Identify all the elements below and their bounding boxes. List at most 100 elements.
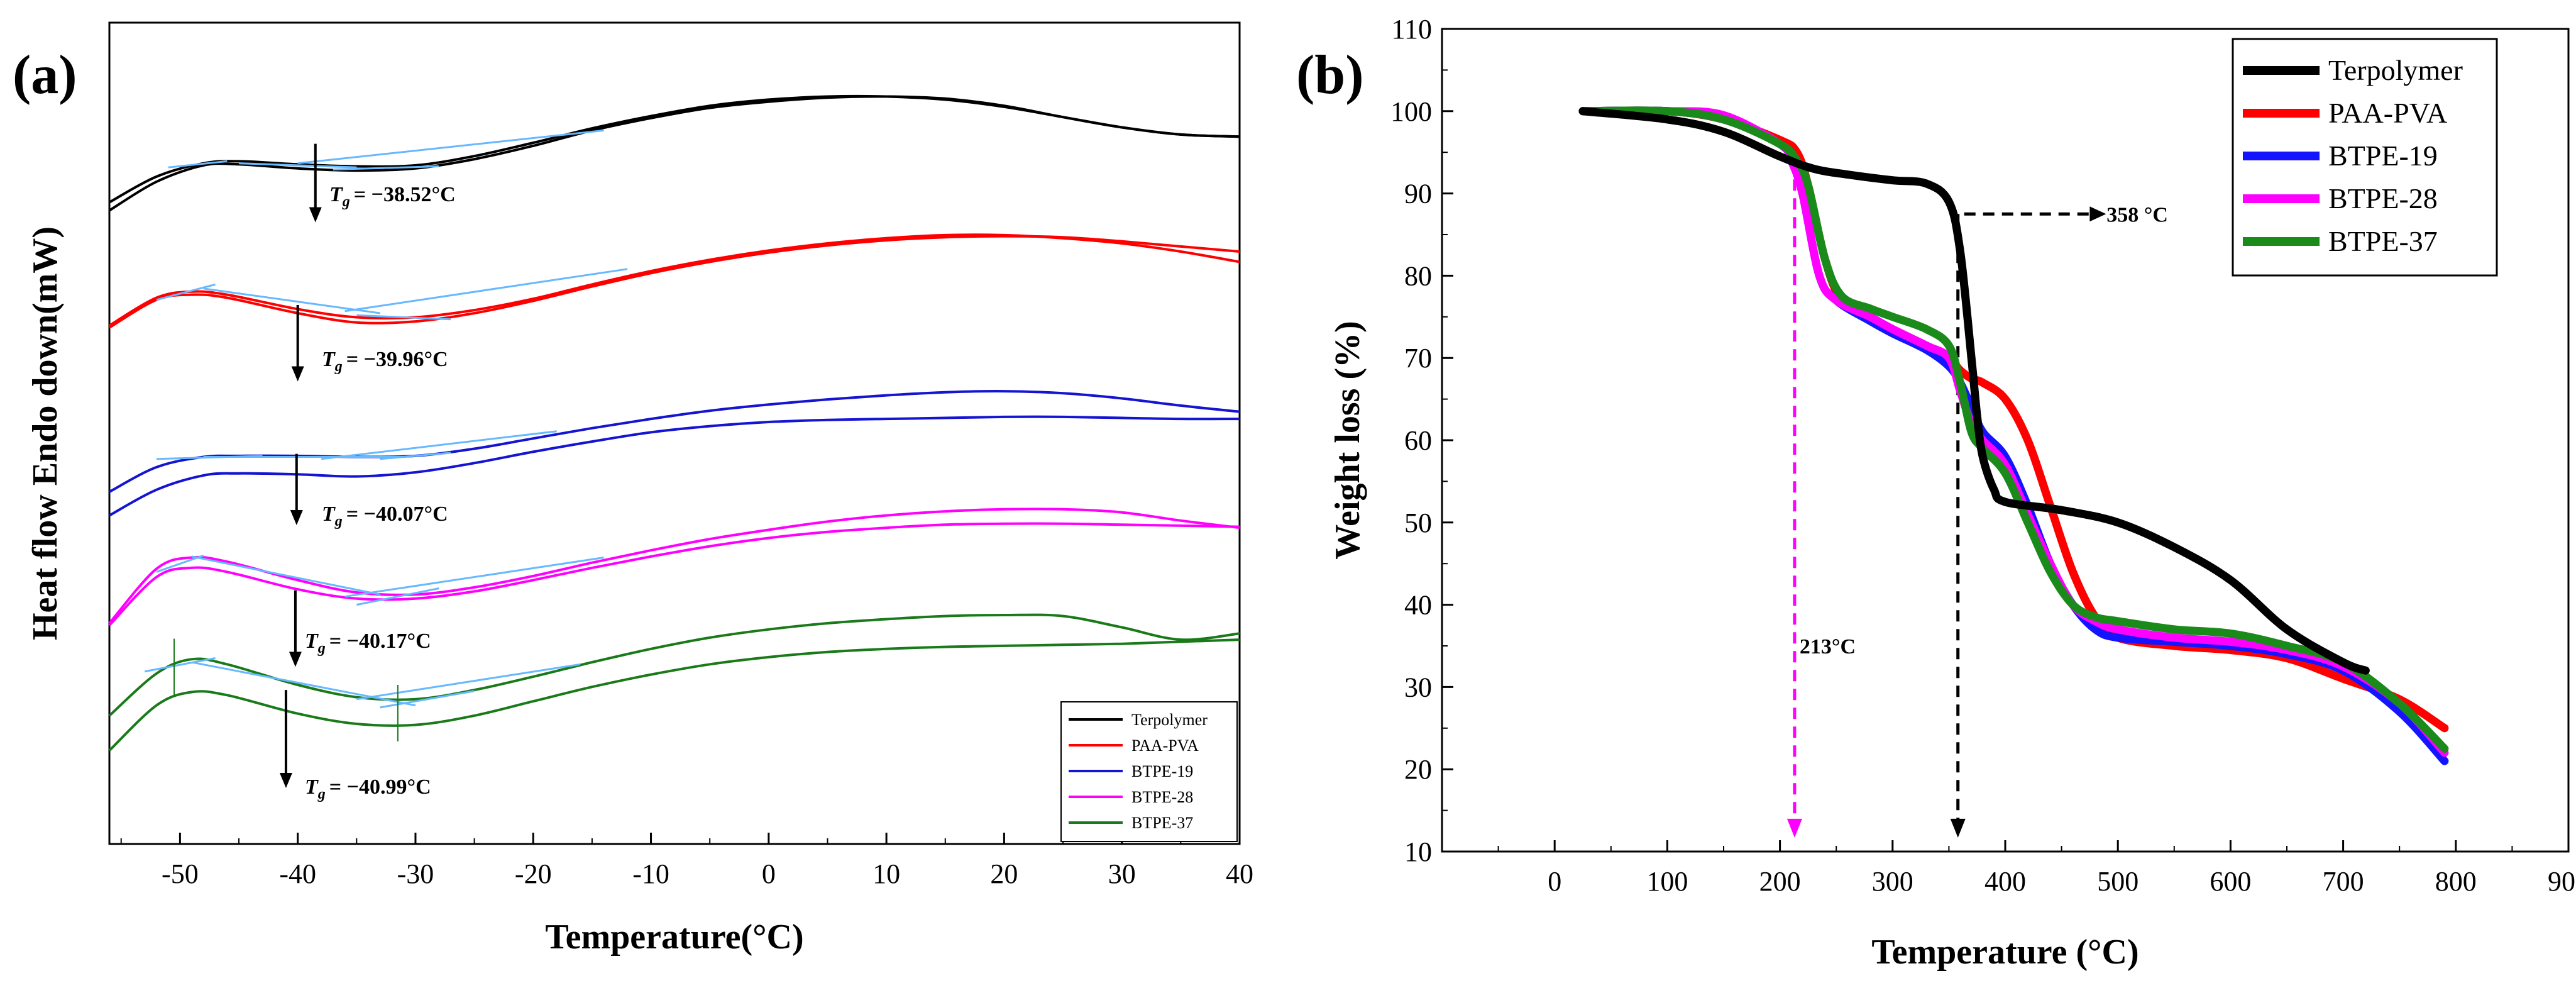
tangent-line bbox=[333, 165, 439, 170]
tg-value: = −40.07°C bbox=[346, 502, 448, 526]
tg-value: = −39.96°C bbox=[346, 348, 448, 371]
x-tick-label-a: 20 bbox=[990, 858, 1018, 889]
tg-subscript: g bbox=[334, 513, 343, 530]
tg-value: = −40.17°C bbox=[329, 630, 431, 653]
x-tick-label-a: -40 bbox=[279, 858, 316, 889]
tangent-line bbox=[356, 663, 581, 701]
legend-entry-b: BTPE-19 bbox=[2328, 140, 2438, 172]
x-tick-label-b: 600 bbox=[2210, 866, 2251, 897]
legend-entry-a: BTPE-28 bbox=[1131, 788, 1193, 806]
tangent-line bbox=[203, 287, 380, 314]
tg-subscript: g bbox=[317, 786, 326, 802]
x-tick-label-a: 30 bbox=[1108, 858, 1136, 889]
tg-symbol: T bbox=[329, 183, 343, 206]
tg-symbol: T bbox=[322, 502, 336, 526]
tga-curve-terpolymer bbox=[1578, 107, 2370, 675]
x-tick-label-a: 0 bbox=[762, 858, 776, 889]
y-tick-label-b: 50 bbox=[1404, 508, 1432, 538]
x-tick-label-a: -20 bbox=[515, 858, 552, 889]
dsc-curve-btpe-28-2 bbox=[108, 522, 1240, 626]
onset-358-arrowhead bbox=[1950, 818, 1966, 838]
dsc-curve-btpe-28-1 bbox=[108, 508, 1240, 624]
legend-entry-a: PAA-PVA bbox=[1131, 736, 1199, 755]
x-tick-label-b: 0 bbox=[1548, 866, 1561, 897]
tangent-line bbox=[344, 268, 628, 313]
legend-entry-a: Terpolymer bbox=[1131, 711, 1208, 729]
y-tick-label-b: 80 bbox=[1404, 260, 1432, 291]
tangent-line bbox=[191, 555, 381, 596]
legend-entry-a: BTPE-37 bbox=[1131, 814, 1193, 832]
x-tick-label-b: 400 bbox=[1984, 866, 2026, 897]
tg-subscript: g bbox=[317, 640, 326, 657]
y-axis-title-a: Heat flow Endo down(mW) bbox=[26, 226, 65, 640]
x-axis-title-b: Temperature (°C) bbox=[1871, 933, 2138, 972]
dsc-curve-btpe-19-1 bbox=[109, 390, 1240, 493]
dsc-curve-terpolymer-1 bbox=[109, 94, 1240, 204]
x-tick-label-b: 900 bbox=[2548, 866, 2576, 897]
y-tick-label-b: 70 bbox=[1404, 343, 1432, 374]
tg-symbol: T bbox=[322, 348, 336, 371]
tg-label-paa-pva: Tg = −39.96°C bbox=[322, 348, 448, 375]
y-tick-label-b: 10 bbox=[1404, 836, 1432, 867]
y-tick-label-b: 40 bbox=[1404, 590, 1432, 621]
x-tick-label-a: -30 bbox=[397, 858, 434, 889]
x-tick-label-b: 200 bbox=[1759, 866, 1801, 897]
annotation-213: 213°C bbox=[1800, 635, 1856, 658]
x-tick-label-b: 800 bbox=[2435, 866, 2477, 897]
y-tick-label-b: 90 bbox=[1404, 179, 1432, 209]
tangent-line bbox=[380, 690, 475, 709]
tangent-line bbox=[144, 657, 216, 673]
tg-arrow-head bbox=[309, 207, 322, 223]
x-tick-label-b: 500 bbox=[2097, 866, 2138, 897]
tg-value: = −38.52°C bbox=[354, 183, 456, 206]
x-tick-label-a: 10 bbox=[872, 858, 900, 889]
panel-label-b: (b) bbox=[1296, 45, 1364, 106]
tg-symbol: T bbox=[305, 775, 319, 799]
tangent-line bbox=[356, 587, 439, 606]
tg-arrow-head bbox=[289, 652, 302, 667]
tg-value: = −40.99°C bbox=[329, 775, 431, 799]
tangent-line bbox=[344, 557, 604, 598]
tg-label-terpolymer: Tg = −38.52°C bbox=[329, 183, 456, 210]
x-tick-label-b: 700 bbox=[2323, 866, 2364, 897]
y-tick-label-b: 100 bbox=[1390, 96, 1432, 127]
dsc-curve-btpe-19-2 bbox=[109, 415, 1240, 517]
tg-label-btpe-28: Tg = −40.17°C bbox=[305, 630, 431, 657]
legend-entry-b: Terpolymer bbox=[2328, 54, 2463, 86]
dsc-curve-btpe-37-1 bbox=[108, 613, 1240, 717]
tangent-line bbox=[380, 452, 451, 460]
tangent-line bbox=[156, 283, 216, 301]
dsc-curve-paa-pva-1 bbox=[108, 233, 1240, 327]
tg-label-btpe-37: Tg = −40.99°C bbox=[305, 775, 431, 802]
x-tick-label-a: -50 bbox=[162, 858, 199, 889]
dsc-curve-terpolymer-2 bbox=[108, 95, 1240, 212]
x-tick-label-b: 100 bbox=[1646, 866, 1688, 897]
y-tick-label-b: 30 bbox=[1404, 672, 1432, 702]
panel-label-a: (a) bbox=[13, 45, 77, 106]
y-tick-label-b: 60 bbox=[1404, 425, 1432, 456]
tangent-line bbox=[168, 160, 228, 169]
x-tick-label-a: -10 bbox=[632, 858, 669, 889]
x-tick-label-b: 300 bbox=[1872, 866, 1913, 897]
tg-label-btpe-19: Tg = −40.07°C bbox=[322, 502, 448, 530]
tangent-line bbox=[297, 129, 604, 165]
tangent-line bbox=[321, 430, 557, 460]
annotation-358: 358 °C bbox=[2106, 203, 2168, 226]
tangent-line bbox=[356, 314, 451, 321]
y-tick-label-b: 20 bbox=[1404, 754, 1432, 785]
x-axis-title-a: Temperature(°C) bbox=[545, 918, 803, 957]
legend-entry-b: BTPE-28 bbox=[2328, 182, 2438, 214]
legend-entry-b: PAA-PVA bbox=[2328, 97, 2447, 129]
tangent-line bbox=[238, 162, 357, 169]
tg-arrow-head bbox=[290, 510, 303, 526]
tg-subscript: g bbox=[342, 194, 350, 210]
tangent-line bbox=[191, 661, 416, 707]
tg-arrow-head bbox=[291, 366, 304, 382]
dsc-curve-btpe-37-2 bbox=[108, 638, 1240, 752]
legend-entry-a: BTPE-19 bbox=[1131, 762, 1193, 780]
y-axis-title-b: Weight loss (%) bbox=[1328, 321, 1367, 560]
label-358-arrowhead bbox=[2089, 206, 2106, 222]
tg-symbol: T bbox=[305, 630, 319, 653]
legend-entry-b: BTPE-37 bbox=[2328, 225, 2438, 257]
